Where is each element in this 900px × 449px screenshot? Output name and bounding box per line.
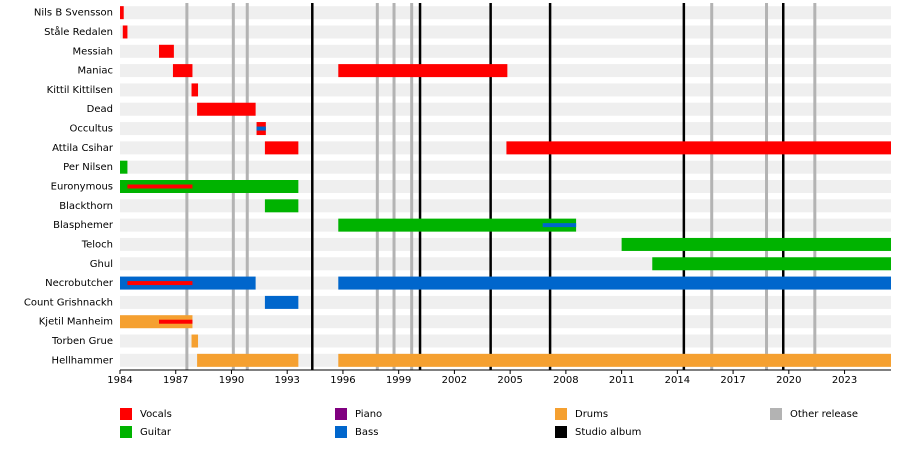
legend-label: Other release [790,409,858,420]
x-tick-label: 2020 [776,375,801,386]
member-label: Attila Csihar [52,143,114,154]
legend-label: Guitar [140,427,172,438]
role-stripe [256,126,266,131]
role-bar [264,295,299,309]
role-bar [197,353,299,367]
legend-swatch [555,408,567,420]
role-bar [120,315,193,329]
x-tick-label: 1999 [386,375,411,386]
role-bar [122,25,128,39]
role-stripe [542,223,577,228]
x-tick-label: 2017 [720,375,745,386]
x-tick-label: 1984 [107,375,132,386]
role-bar [338,218,577,232]
x-tick-label: 1987 [163,375,188,386]
row-band [120,122,891,136]
x-tick-label: 1996 [330,375,355,386]
role-bar [120,6,124,20]
x-tick-label: 2008 [553,375,578,386]
x-tick-label: 2002 [442,375,467,386]
member-label: Ghul [90,259,113,270]
member-label: Necrobutcher [45,278,114,289]
member-label: Teloch [81,239,113,250]
member-label: Messiah [73,46,113,57]
role-bar [159,44,174,58]
member-label: Per Nilsen [63,162,113,173]
role-bar [197,102,256,116]
role-bar [652,257,891,271]
role-bar [191,334,199,348]
member-label: Count Grishnackh [24,297,113,308]
x-tick-label: 1993 [274,375,299,386]
x-tick-label: 1990 [219,375,244,386]
role-bar [506,141,891,155]
legend-label: Bass [355,427,378,438]
member-label: Ståle Redalen [44,25,113,38]
role-bar [172,64,193,78]
role-bar [191,83,199,97]
x-tick-label: 2011 [609,375,634,386]
legend-swatch [770,408,782,420]
row-band [120,25,891,39]
x-tick-label: 2014 [665,375,690,386]
row-band [120,334,891,348]
legend-label: Piano [355,409,382,420]
member-label: Hellhammer [52,355,114,366]
member-label: Nils B Svensson [34,8,113,19]
legend-label: Drums [575,409,608,420]
role-bar [264,141,299,155]
role-bar [120,160,128,174]
legend-label: Studio album [575,427,641,438]
member-label: Kjetil Manheim [39,317,113,328]
row-band [120,44,891,58]
legend-swatch [555,426,567,438]
x-tick-label: 2005 [497,375,522,386]
row-band [120,83,891,97]
member-label: Blasphemer [53,220,114,231]
x-tick-label: 2023 [832,375,857,386]
member-label: Occultus [70,124,113,135]
role-bar [264,199,299,213]
legend-swatch [120,408,132,420]
role-bar [120,180,299,193]
legend-swatch [335,408,347,420]
legend-label: Vocals [140,409,172,420]
member-label: Dead [87,104,113,115]
row-band [120,315,891,329]
role-bar [621,237,891,251]
role-bar [338,276,891,290]
row-band [120,199,891,213]
row-band [120,295,891,309]
role-stripe [127,184,193,189]
row-band [120,6,891,20]
legend-swatch [335,426,347,438]
member-label: Blackthorn [59,201,113,212]
member-label: Torben Grue [51,336,113,347]
role-bar [338,64,508,78]
role-stripe [127,281,193,286]
member-label: Kittil Kittilsen [47,85,113,96]
row-band [120,160,891,174]
member-label: Maniac [78,66,114,77]
member-label: Euronymous [51,182,113,193]
role-bar [338,353,891,367]
role-stripe [159,319,193,324]
legend-swatch [120,426,132,438]
